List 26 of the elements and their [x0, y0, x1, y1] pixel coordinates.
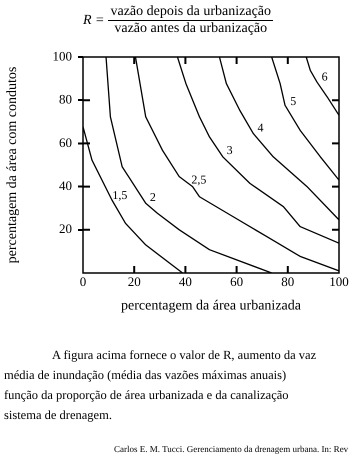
x-tick-label: 60	[230, 274, 244, 290]
text: A figura acima fornece o valor de R, aumento da vaz	[51, 347, 318, 364]
series-label: 2,5	[191, 172, 206, 186]
x-tick-label: 100	[329, 274, 349, 290]
text: sistema de drenagem.	[4, 407, 113, 424]
y-tick-label: 80	[59, 92, 72, 107]
y-tick-label: 100	[52, 48, 72, 64]
text: Carlos E. M. Tucci. Gerenciamento da drenagem urbana. In: Rev	[113, 443, 350, 456]
x-axis-title: percentagem da área urbanizada	[121, 298, 302, 314]
x-tick-label: 0	[80, 274, 86, 290]
series-label: 3	[226, 143, 233, 158]
text: média de inundação (média das vazões máximas anuais)	[4, 367, 288, 384]
x-tick-label: 80	[281, 274, 294, 290]
y-tick-label: 40	[59, 178, 72, 194]
series-label: 5	[290, 94, 296, 108]
series-label: 6	[322, 69, 328, 84]
series-label: 2	[150, 190, 156, 204]
x-tick-label: 40	[178, 274, 192, 290]
x-tick-label: 20	[128, 274, 141, 290]
series-label: 1,5	[112, 188, 128, 202]
y-axis-title: percentagem da área com condutos	[5, 66, 20, 264]
series-label: 4	[258, 120, 264, 134]
y-tick-label: 60	[59, 134, 72, 150]
chart-subtitle: vazão antes da urbanização	[114, 21, 268, 37]
text: função da proporção de área urbanizada e da canalização	[4, 387, 290, 404]
y-tick-label: 20	[59, 221, 72, 236]
